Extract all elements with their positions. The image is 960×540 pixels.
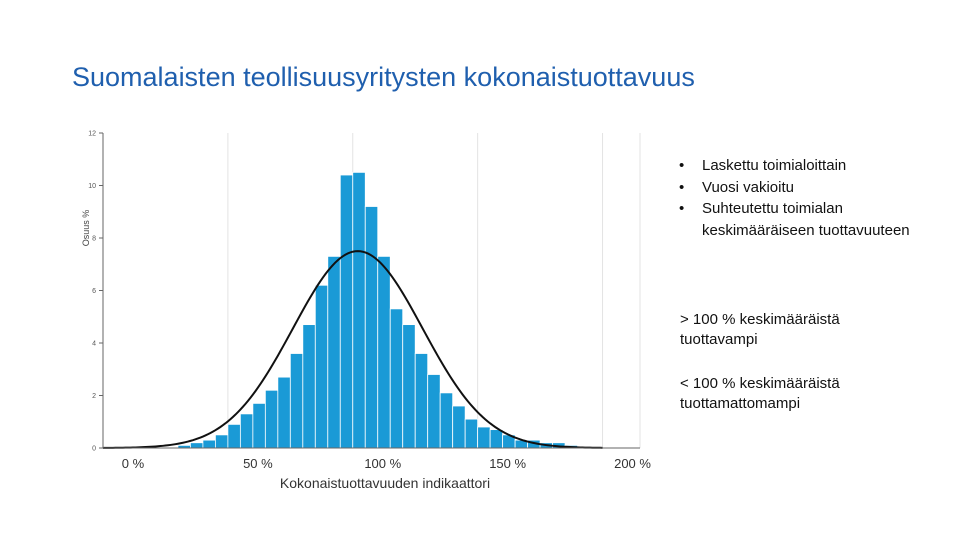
axis-layer: 0 2 4 6 8 10 12 0 % 50 % 100 % 150 % 200 % Osuus %: [81, 131, 651, 472]
histogram-bar: [489, 429, 504, 449]
histogram-bar: [214, 434, 229, 449]
histogram-bar: [464, 418, 479, 449]
bars-layer: [177, 171, 578, 449]
histogram-bar: [264, 389, 279, 449]
y-tick-label: 6: [92, 288, 96, 295]
x-axis-label: Kokonaistuottavuuden indikaattori: [279, 475, 491, 491]
histogram-bar: [327, 255, 341, 449]
slide-title: Suomalaisten teollisuusyritysten kokonai…: [72, 62, 695, 92]
note-below-average: < 100 % keskimääräistä tuottamattomampi: [680, 375, 840, 412]
x-tick-label: 150 %: [489, 456, 526, 471]
histogram-bar: [289, 353, 304, 449]
y-tick-label: 0: [92, 446, 96, 453]
histogram-bar: [339, 174, 354, 449]
histogram-bar: [190, 442, 204, 449]
normal-curve-line: [102, 250, 603, 449]
histogram-bar: [277, 376, 291, 449]
note-bullet: Vuosi vakioitu: [676, 177, 916, 199]
histogram-bar: [414, 353, 429, 449]
notes-list: Laskettu toimialoittain Vuosi vakioitu S…: [676, 155, 916, 241]
histogram-bar: [377, 255, 391, 449]
x-tick-label: 50 %: [243, 456, 273, 471]
y-tick-label: 12: [88, 131, 96, 138]
note-bullet: Suhteutettu toimialan keskimääräiseen tu…: [676, 198, 916, 241]
x-tick-label: 100 %: [364, 456, 401, 471]
histogram-bar: [427, 374, 441, 449]
y-tick-label: 8: [92, 236, 96, 243]
x-tick-label: 0 %: [122, 456, 145, 471]
y-tick-label: 2: [92, 393, 96, 400]
histogram-bar: [389, 308, 404, 449]
histogram-bar: [352, 171, 366, 449]
histogram-bar: [364, 206, 379, 449]
x-tick-label: 200 %: [614, 456, 651, 471]
histogram-bar: [252, 402, 266, 449]
histogram-bar: [239, 413, 254, 449]
histogram-bar: [439, 392, 454, 449]
histogram-bar: [477, 426, 491, 449]
y-tick-label: 10: [88, 183, 96, 190]
histogram-bar: [202, 439, 216, 449]
histogram-bar: [452, 405, 466, 449]
y-axis-label: Osuus %: [81, 210, 91, 247]
histogram-bar: [227, 423, 241, 449]
histogram-bar: [314, 284, 329, 449]
y-tick-label: 4: [92, 341, 96, 348]
curve-layer: [102, 250, 603, 449]
histogram-bar: [402, 324, 416, 449]
histogram-bar: [302, 324, 316, 449]
note-bullet: Laskettu toimialoittain: [676, 155, 916, 177]
note-above-average: > 100 % keskimääräistä tuottavampi: [680, 311, 840, 348]
